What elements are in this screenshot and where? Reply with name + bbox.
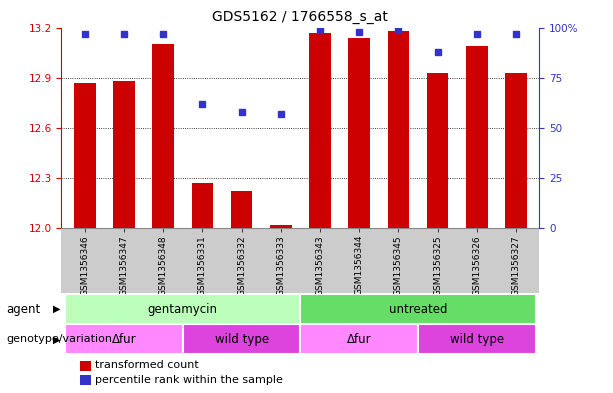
Bar (153, 44, 174, 228)
Text: gentamycin: gentamycin (148, 303, 218, 316)
Bar (418, 324, 536, 354)
Bar (387, 31, 409, 228)
Text: agent: agent (6, 303, 40, 316)
Bar (183, 324, 300, 354)
Text: wild type: wild type (215, 333, 268, 346)
Text: ▶: ▶ (53, 334, 61, 344)
Bar (300, 324, 418, 354)
Bar (74, 83, 96, 228)
Bar (427, 73, 448, 228)
Bar (113, 81, 135, 228)
Bar (270, 225, 292, 228)
Text: Δfur: Δfur (347, 333, 371, 346)
Bar (505, 73, 527, 228)
Bar (65, 324, 183, 354)
Bar (231, 191, 253, 228)
Text: transformed count: transformed count (95, 360, 199, 371)
Text: ▶: ▶ (53, 304, 61, 314)
Bar (348, 37, 370, 228)
Bar (300, 294, 536, 324)
Bar (309, 33, 331, 228)
Text: untreated: untreated (389, 303, 447, 316)
Title: GDS5162 / 1766558_s_at: GDS5162 / 1766558_s_at (213, 10, 388, 24)
Bar (466, 46, 487, 228)
Bar (65, 294, 300, 324)
Text: percentile rank within the sample: percentile rank within the sample (95, 375, 283, 385)
Text: Δfur: Δfur (112, 333, 136, 346)
Text: genotype/variation: genotype/variation (6, 334, 112, 344)
Bar (192, 183, 213, 228)
Text: wild type: wild type (450, 333, 504, 346)
